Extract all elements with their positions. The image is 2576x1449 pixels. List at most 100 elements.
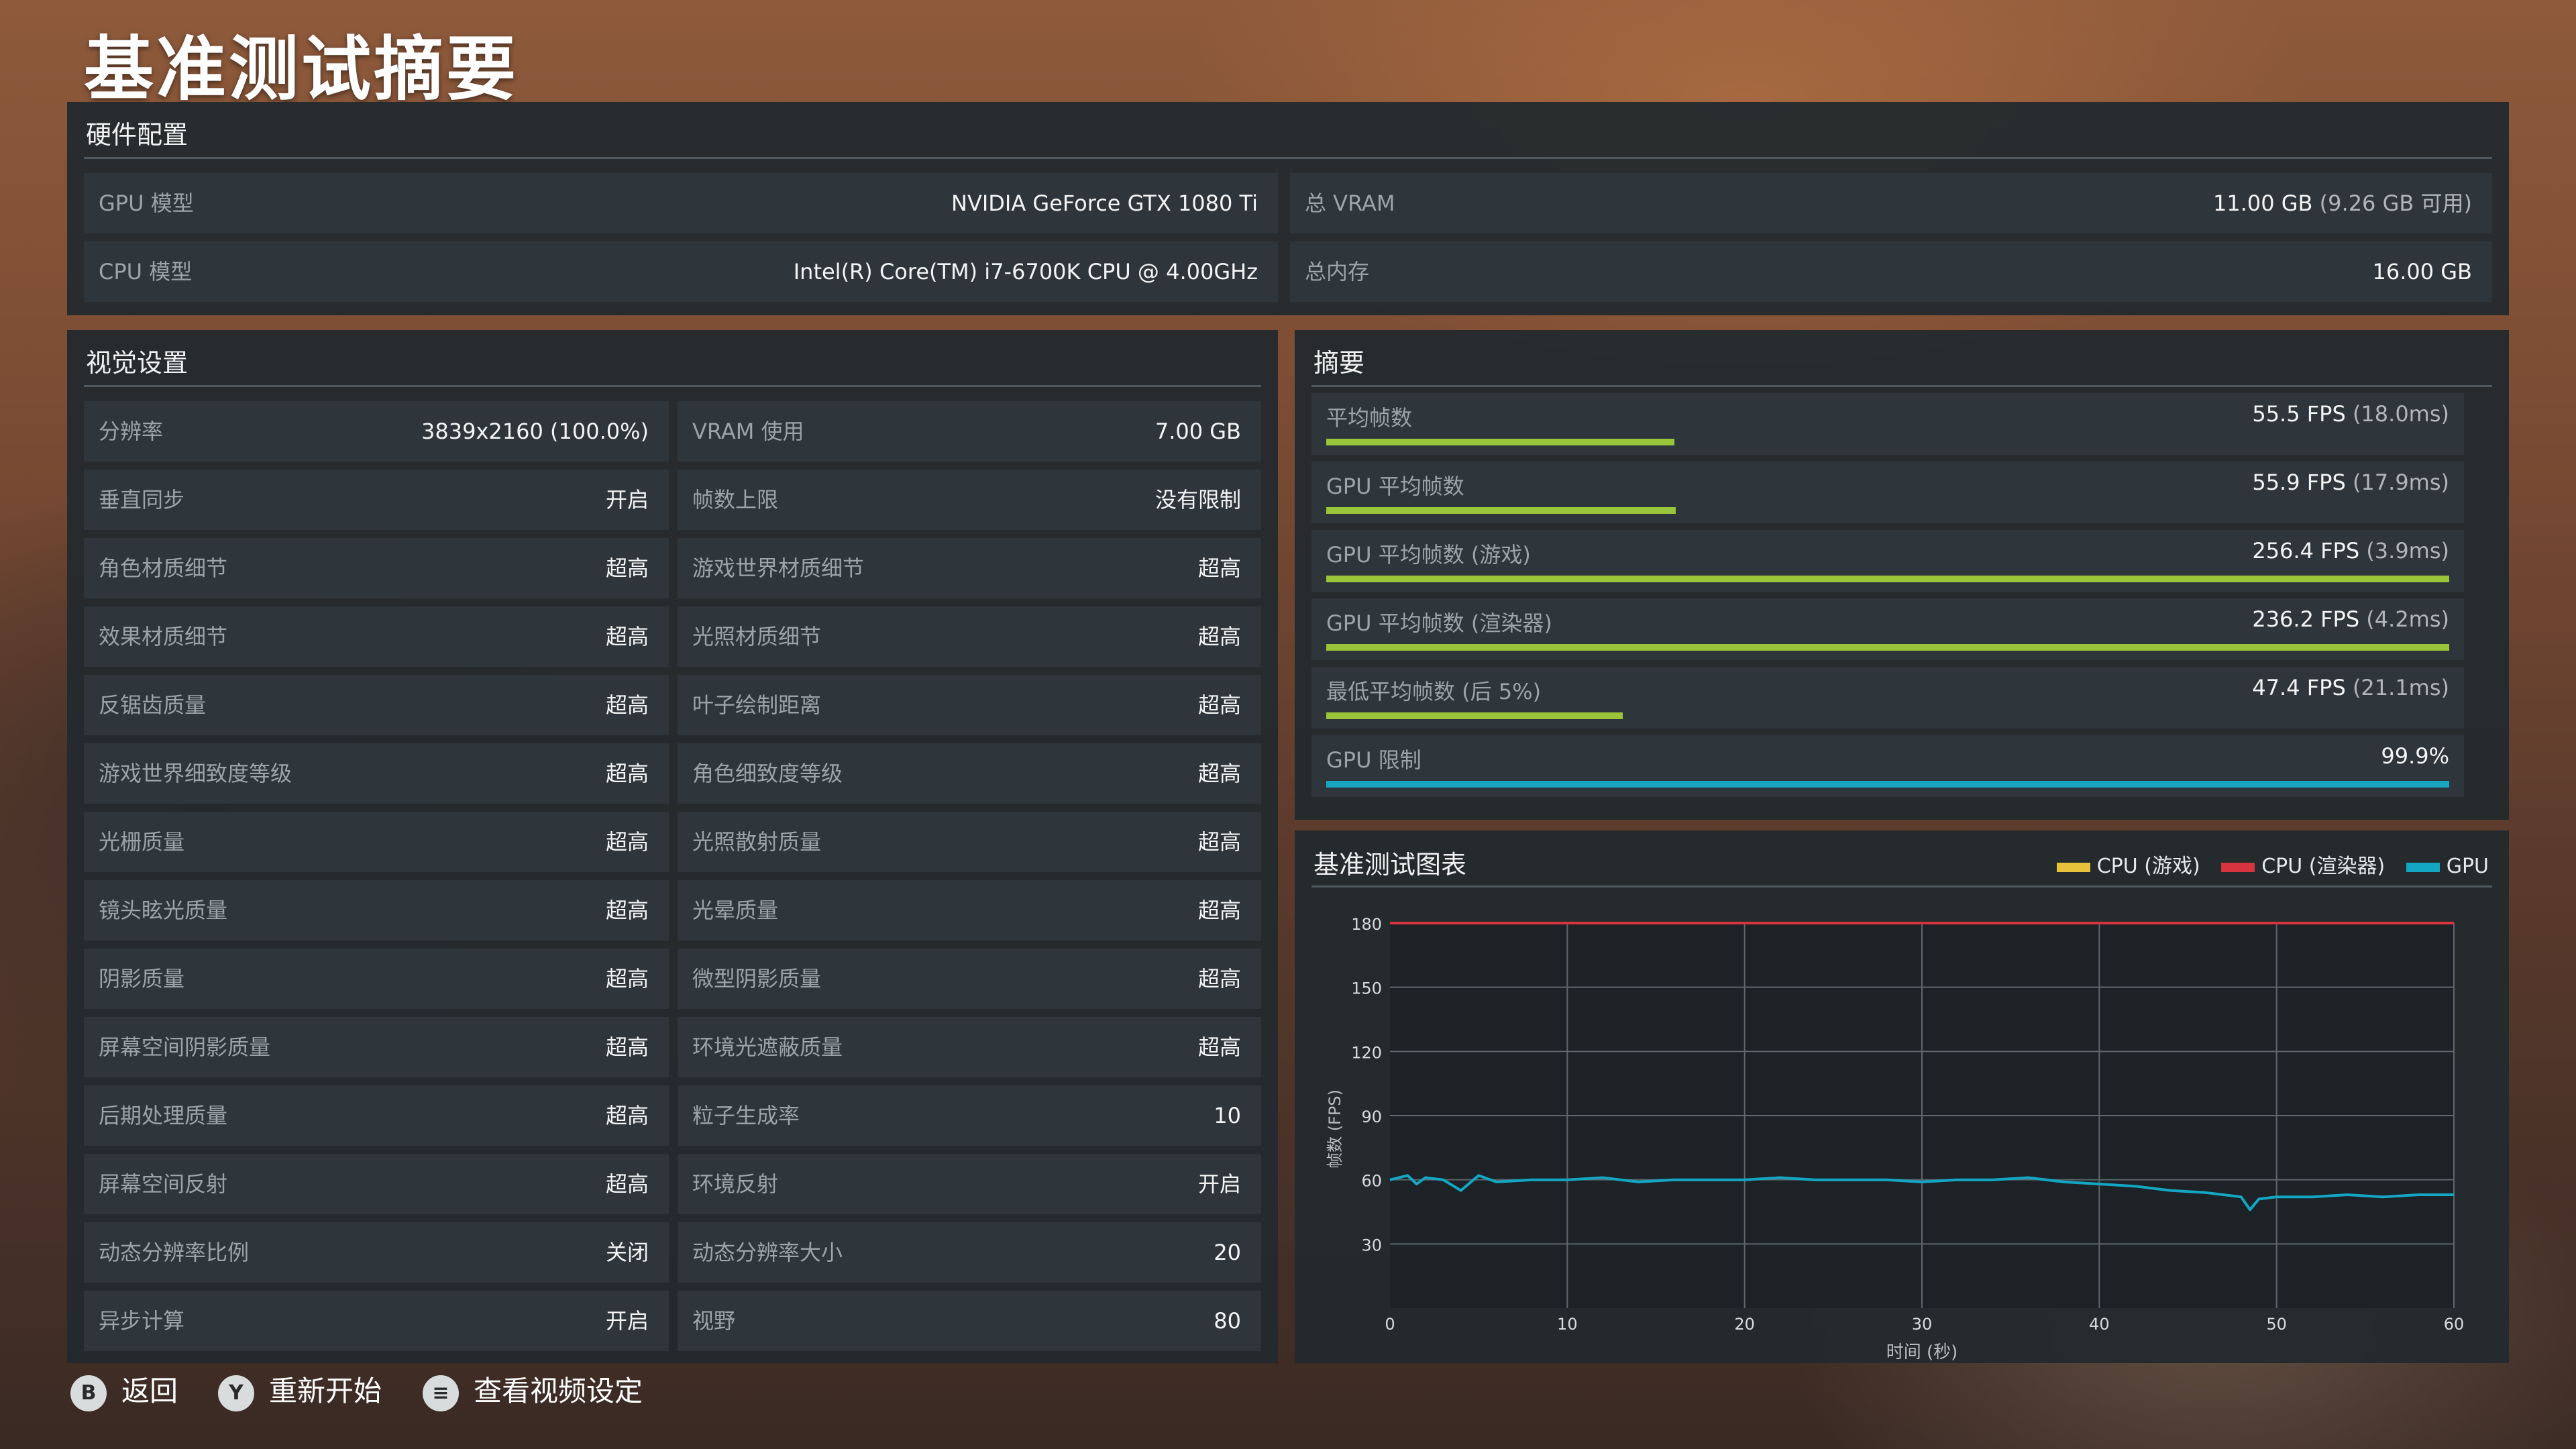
summary-row: GPU 平均帧数 (游戏) 256.4 FPS (3.9ms) (1311, 530, 2464, 592)
visual-setting-row: 异步计算 开启 (84, 1291, 669, 1351)
visual-setting-label: 反锯齿质量 (99, 692, 207, 718)
visual-setting-value: 超高 (605, 1171, 649, 1197)
hw-value: NVIDIA GeForce GTX 1080 Ti (951, 191, 1258, 216)
back-button[interactable]: B 返回 (70, 1368, 178, 1411)
visual-setting-label: 光照材质细节 (692, 624, 822, 649)
visual-setting-value: 7.00 GB (1155, 419, 1241, 444)
visual-setting-label: 光晕质量 (692, 898, 779, 923)
visual-setting-row: 分辨率 3839x2160 (100.0%) (84, 401, 669, 462)
view-video-settings-button[interactable]: ≡ 查看视频设定 (423, 1368, 643, 1411)
hw-row-total-memory: 总内存 16.00 GB (1290, 241, 2492, 302)
visual-setting-label: 效果材质细节 (99, 624, 228, 649)
visual-setting-value: 超高 (605, 898, 649, 923)
visual-setting-row: 叶子绘制距离 超高 (678, 675, 1261, 735)
visual-setting-value: 3839x2160 (100.0%) (421, 419, 649, 444)
summary-value: 236.2 FPS (4.2ms) (2252, 606, 2449, 632)
hw-label: 总 VRAM (1305, 191, 1395, 216)
summary-divider (1311, 385, 2492, 387)
visual-setting-value: 超高 (605, 1034, 649, 1060)
visual-setting-row: 光晕质量 超高 (678, 880, 1261, 941)
visual-setting-label: VRAM 使用 (692, 419, 804, 444)
visual-setting-row: 环境反射 开启 (678, 1154, 1261, 1214)
hw-row-cpu-model: CPU 模型 Intel(R) Core(TM) i7-6700K CPU @ … (84, 241, 1278, 302)
summary-progress-bar (1326, 576, 2449, 582)
summary-row: 最低平均帧数 (后 5%) 47.4 FPS (21.1ms) (1311, 667, 2464, 729)
visual-setting-value: 超高 (605, 555, 649, 581)
summary-label: GPU 平均帧数 (渲染器) (1326, 610, 1552, 636)
visual-setting-row: 角色材质细节 超高 (84, 538, 669, 598)
visual-settings-title: 视觉设置 (86, 348, 189, 378)
visual-setting-label: 角色细致度等级 (692, 761, 843, 786)
visual-setting-value: 超高 (1197, 692, 1241, 718)
visual-setting-label: 游戏世界材质细节 (692, 555, 865, 581)
legend-item-gpu: GPU (2406, 855, 2489, 878)
hw-value: Intel(R) Core(TM) i7-6700K CPU @ 4.00GHz (793, 259, 1258, 284)
visual-setting-row: 动态分辨率大小 20 (678, 1222, 1261, 1283)
hw-value: 16.00 GB (2372, 259, 2472, 284)
summary-progress-bar (1326, 644, 2449, 651)
visual-setting-row: 环境光遮蔽质量 超高 (678, 1017, 1261, 1077)
summary-label: GPU 平均帧数 (游戏) (1326, 542, 1531, 568)
summary-progress-bar (1326, 439, 1674, 445)
visual-setting-label: 光栅质量 (99, 829, 185, 855)
visual-setting-row: 垂直同步 开启 (84, 470, 669, 530)
visual-setting-row: 光照材质细节 超高 (678, 606, 1261, 667)
restart-button[interactable]: Y 重新开始 (218, 1368, 382, 1411)
visual-setting-label: 粒子生成率 (692, 1103, 800, 1128)
hw-row-total-vram: 总 VRAM 11.00 GB (9.26 GB 可用) (1290, 173, 2492, 233)
visual-setting-row: 光照散射质量 超高 (678, 812, 1261, 872)
visual-setting-label: 角色材质细节 (99, 555, 228, 581)
hw-label: GPU 模型 (99, 191, 194, 216)
visual-setting-row: 粒子生成率 10 (678, 1085, 1261, 1146)
summary-value: 256.4 FPS (3.9ms) (2252, 538, 2449, 564)
hw-label: CPU 模型 (99, 259, 193, 284)
summary-value: 55.5 FPS (18.0ms) (2252, 401, 2449, 427)
visual-setting-row: 角色细致度等级 超高 (678, 743, 1261, 804)
visual-setting-row: 微型阴影质量 超高 (678, 949, 1261, 1009)
summary-row: GPU 平均帧数 55.9 FPS (17.9ms) (1311, 462, 2464, 523)
summary-progress-bar (1326, 781, 2449, 788)
visual-setting-label: 后期处理质量 (99, 1103, 228, 1128)
visual-divider (84, 385, 1261, 387)
legend-swatch (2221, 862, 2255, 872)
hardware-panel-title: 硬件配置 (86, 120, 189, 150)
visual-setting-value: 没有限制 (1155, 487, 1241, 513)
visual-setting-label: 环境反射 (692, 1171, 779, 1197)
visual-setting-value: 超高 (1197, 829, 1241, 855)
visual-setting-label: 分辨率 (99, 419, 164, 444)
visual-setting-value: 80 (1214, 1308, 1241, 1334)
summary-label: GPU 限制 (1326, 747, 1421, 773)
hardware-divider (84, 157, 2492, 159)
visual-setting-label: 异步计算 (99, 1308, 185, 1334)
summary-label: 平均帧数 (1326, 405, 1413, 431)
visual-setting-row: 动态分辨率比例 关闭 (84, 1222, 669, 1283)
visual-setting-row: 阴影质量 超高 (84, 949, 669, 1009)
visual-setting-value: 开启 (1197, 1171, 1241, 1197)
visual-setting-row: VRAM 使用 7.00 GB (678, 401, 1261, 462)
visual-setting-row: 游戏世界细致度等级 超高 (84, 743, 669, 804)
menu-button-icon: ≡ (423, 1375, 459, 1411)
visual-setting-label: 动态分辨率大小 (692, 1240, 843, 1265)
visual-setting-value: 超高 (1197, 898, 1241, 923)
chart-divider (1311, 885, 2492, 888)
summary-row: GPU 限制 99.9% (1311, 735, 2464, 797)
visual-setting-value: 超高 (1197, 966, 1241, 991)
visual-setting-label: 动态分辨率比例 (99, 1240, 250, 1265)
visual-setting-label: 垂直同步 (99, 487, 185, 513)
visual-setting-label: 叶子绘制距离 (692, 692, 822, 718)
summary-label: 最低平均帧数 (后 5%) (1326, 679, 1542, 704)
summary-label: GPU 平均帧数 (1326, 474, 1464, 499)
chart-panel-title: 基准测试图表 (1313, 850, 1467, 879)
visual-setting-value: 超高 (1197, 761, 1241, 786)
visual-setting-row: 反锯齿质量 超高 (84, 675, 669, 735)
b-button-icon: B (70, 1375, 107, 1411)
summary-value: 55.9 FPS (17.9ms) (2252, 470, 2449, 495)
visual-setting-value: 超高 (605, 966, 649, 991)
visual-setting-value: 超高 (1197, 624, 1241, 649)
visual-setting-value: 超高 (605, 1103, 649, 1128)
visual-setting-label: 光照散射质量 (692, 829, 822, 855)
visual-setting-value: 关闭 (605, 1240, 649, 1265)
visual-setting-label: 屏幕空间反射 (99, 1171, 228, 1197)
visual-setting-row: 后期处理质量 超高 (84, 1085, 669, 1146)
visual-setting-row: 镜头眩光质量 超高 (84, 880, 669, 941)
